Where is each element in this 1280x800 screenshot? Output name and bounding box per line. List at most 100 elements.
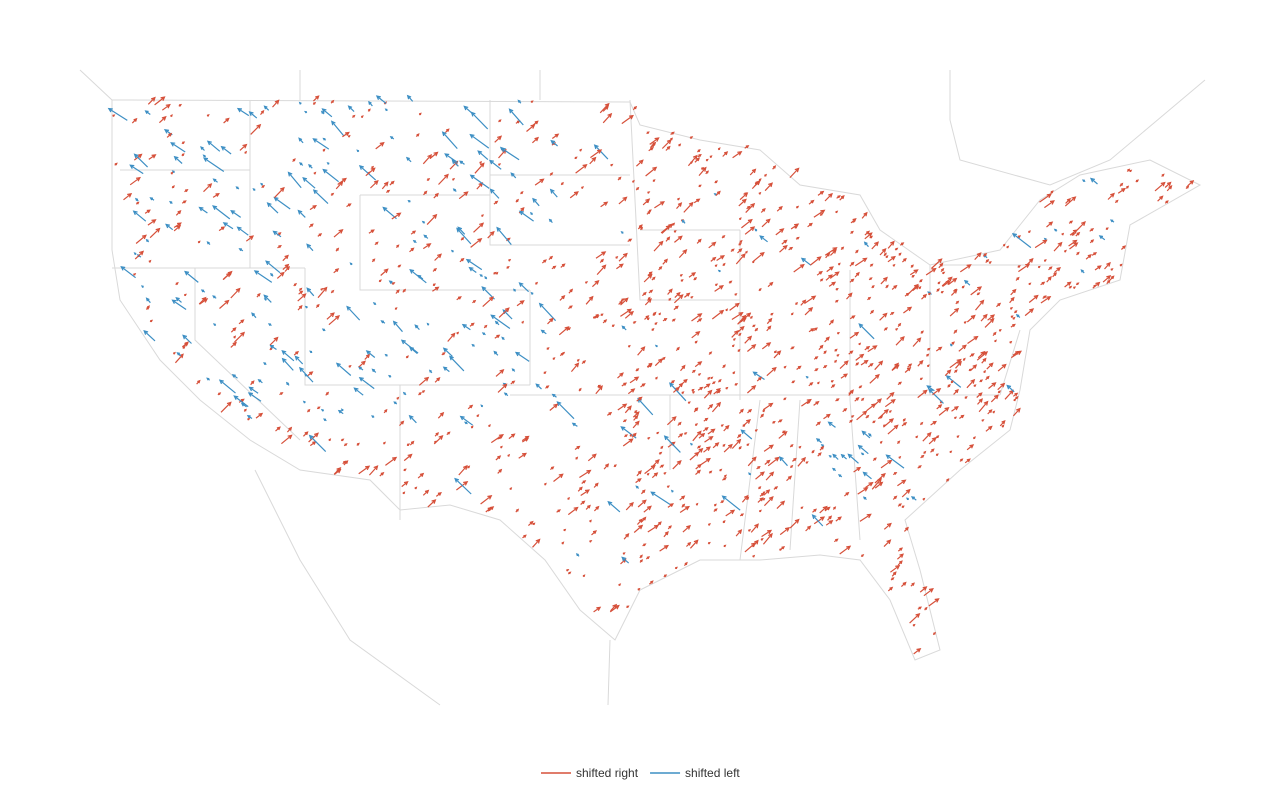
arrow [304,305,308,309]
arrow [752,251,765,262]
arrow [981,357,987,364]
arrow [746,312,752,317]
arrow [532,120,539,126]
arrow [808,199,815,205]
arrow [384,108,388,112]
arrow [144,209,151,214]
arrow [703,446,711,453]
arrow [149,197,155,201]
arrow [450,249,454,253]
arrow [532,522,536,526]
arrow [789,518,800,529]
arrow [691,330,701,339]
arrow [722,364,726,369]
arrow [663,435,681,453]
arrow [571,422,578,427]
arrow [663,574,668,578]
arrow [778,430,788,439]
arrow [120,266,136,279]
arrow [286,426,293,433]
arrow [518,282,530,293]
arrow [298,101,302,105]
arrow [962,357,966,361]
arrow [910,496,917,501]
arrow [1119,263,1123,267]
arrow [197,240,201,244]
arrow [815,438,822,444]
arrow [985,375,990,381]
country-outline [111,99,1202,661]
arrow [1106,279,1111,285]
arrow [267,323,272,327]
arrow [854,397,860,402]
arrow [1040,281,1046,286]
arrow [230,287,241,299]
arrow [671,318,676,322]
arrow [873,398,882,407]
arrow [825,274,833,281]
arrow [683,201,694,213]
arrow [635,159,644,167]
arrow [298,290,304,295]
arrow [930,448,935,453]
arrow [687,401,691,404]
arrow [923,588,934,597]
arrow [1068,220,1074,224]
arrow [169,200,173,204]
arrow [714,283,719,287]
arrow [321,108,333,118]
arrow [602,112,613,124]
arrow [646,362,653,368]
arrow [867,362,874,368]
arrow [531,136,539,144]
arrow [456,481,469,491]
arrow [693,277,698,281]
arrow [658,451,663,455]
arrow [173,222,182,229]
arrow [949,307,960,317]
arrow [890,564,901,573]
arrow [375,141,385,150]
arrow [432,286,440,292]
arrow [890,577,895,581]
arrow [635,485,640,489]
arrow [694,361,703,368]
arrow [722,262,726,267]
arrow [422,153,433,165]
arrow [145,238,150,243]
arrow [547,317,554,325]
arrow [906,497,910,501]
arrow [397,264,402,268]
arrow [909,612,921,624]
arrow [1026,257,1034,266]
arrow [365,167,376,177]
arrow [694,423,698,426]
arrow [709,155,713,158]
arrow [871,241,879,250]
arrow [621,114,634,125]
arrow [1120,245,1127,250]
arrow [575,553,580,557]
arrow [222,222,234,230]
arrow [737,325,745,333]
arrow [915,435,919,439]
arrow [678,249,688,259]
arrow [789,167,800,179]
arrow [759,492,765,497]
arrow [409,440,415,446]
arrow [620,308,633,317]
arrow [423,234,429,239]
arrow [467,465,471,469]
arrow [463,421,468,425]
arrow [643,505,652,513]
arrow [758,486,762,490]
arrow [175,296,182,303]
arrow [461,323,471,331]
arrow [592,315,596,319]
arrow [615,256,619,259]
arrow [919,377,924,381]
arrow [663,472,667,475]
arrow [777,419,783,423]
arrow [277,244,282,249]
